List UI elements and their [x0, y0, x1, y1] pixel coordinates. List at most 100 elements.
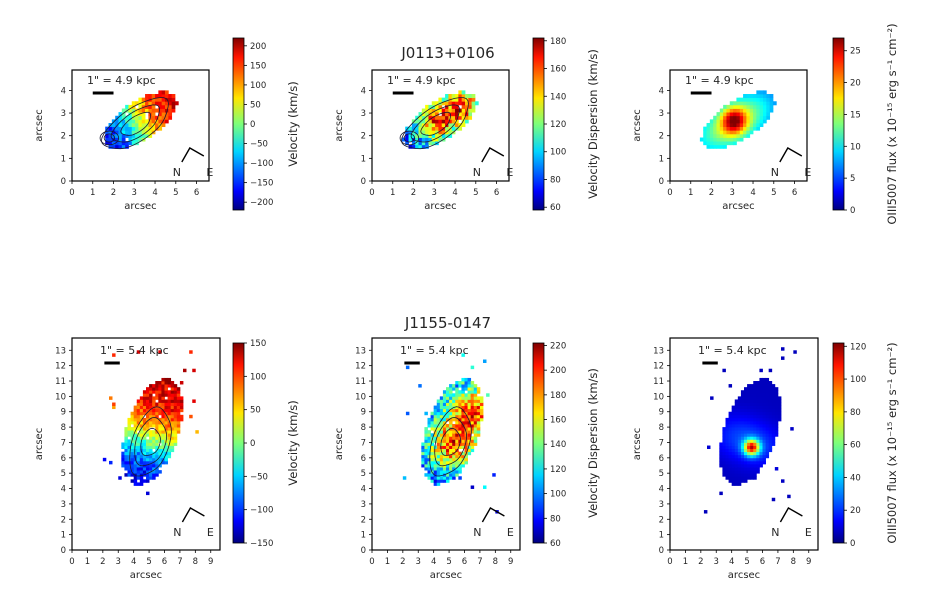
- heatmap-pixel: [753, 115, 757, 120]
- heatmap-pixel: [713, 123, 717, 128]
- heatmap-pixel: [430, 448, 435, 453]
- heatmap-pixel: [746, 112, 751, 117]
- heatmap-pixel: [740, 460, 745, 465]
- heatmap-pixel: [731, 436, 736, 440]
- heatmap-pixel: [127, 451, 131, 456]
- heatmap-pixel: [747, 390, 751, 394]
- heatmap-pixel: [452, 384, 456, 388]
- heatmap-pixel: [139, 454, 144, 459]
- heatmap-pixel: [736, 123, 741, 128]
- heatmap-pixel: [719, 454, 723, 459]
- heatmap-pixel: [145, 97, 149, 102]
- heatmap-pixel: [164, 454, 168, 459]
- y-tick-label: 12: [55, 362, 66, 372]
- heatmap-pixel: [115, 133, 119, 138]
- heatmap-pixel: [476, 402, 481, 406]
- heatmap-pixel: [139, 476, 144, 480]
- heatmap-pixel: [756, 451, 760, 456]
- heatmap-pixel: [458, 417, 462, 422]
- heatmap-pixel: [458, 451, 462, 456]
- heatmap-pixel: [734, 460, 739, 465]
- heatmap-pixel: [430, 414, 435, 419]
- heatmap-pixel: [109, 396, 113, 400]
- heatmap-pixel: [442, 393, 447, 397]
- heatmap-pixel: [418, 137, 423, 142]
- heatmap-pixel: [725, 460, 729, 465]
- heatmap-pixel: [729, 137, 734, 142]
- heatmap-pixel: [136, 420, 141, 425]
- heatmap-pixel: [139, 414, 144, 419]
- x-tick-label: 3: [714, 557, 719, 567]
- heatmap-pixel: [729, 108, 734, 113]
- colorbar-gradient: [232, 37, 245, 211]
- heatmap-pixel: [139, 408, 144, 413]
- heatmap-pixel: [438, 126, 443, 131]
- x-axis-label: arcsec: [722, 201, 754, 212]
- heatmap-pixel: [167, 399, 172, 403]
- heatmap-pixel: [743, 97, 747, 102]
- y-tick-label: 11: [55, 377, 66, 387]
- heatmap-pixel: [750, 430, 754, 434]
- heatmap-pixel: [723, 141, 727, 146]
- heatmap-pixel: [167, 448, 172, 453]
- heatmap-pixel: [461, 377, 465, 382]
- colorbar-tick-label: 80: [550, 175, 561, 185]
- heatmap-pixel: [476, 417, 481, 422]
- heatmap-pixel: [421, 448, 425, 453]
- heatmap-pixel: [127, 439, 131, 443]
- heatmap-pixel: [418, 130, 423, 135]
- heatmap-pixel: [446, 387, 450, 391]
- heatmap-pixel: [146, 387, 150, 391]
- heatmap-pixel: [161, 414, 165, 419]
- heatmap-pixel: [476, 399, 481, 403]
- heatmap-pixel: [170, 411, 175, 416]
- heatmap-pixel: [161, 112, 166, 117]
- heatmap-pixel: [781, 356, 785, 360]
- heatmap-pixel: [164, 377, 168, 382]
- y-axis-label: arcsec: [34, 428, 45, 460]
- heatmap-pixel: [719, 457, 723, 462]
- heatmap-pixel: [753, 112, 757, 117]
- heatmap-pixel: [433, 436, 438, 440]
- x-tick-label: 5: [744, 557, 749, 567]
- heatmap-pixel: [146, 420, 150, 425]
- heatmap-pixel: [737, 460, 742, 465]
- x-tick-label: 5: [473, 188, 478, 198]
- heatmap-pixel: [155, 94, 159, 99]
- heatmap-pixel: [756, 112, 761, 117]
- heatmap-pixel: [436, 402, 441, 406]
- heatmap-pixel: [719, 115, 724, 120]
- heatmap-pixel: [719, 451, 723, 456]
- heatmap-pixel: [131, 108, 136, 113]
- heatmap-pixel: [111, 144, 116, 149]
- heatmap-pixel: [470, 393, 475, 397]
- heatmap-pixel: [713, 119, 717, 124]
- heatmap-pixel: [750, 457, 754, 462]
- heatmap-pixel: [173, 387, 178, 391]
- heatmap-pixel: [479, 417, 484, 422]
- heatmap-pixel: [449, 454, 453, 459]
- heatmap-pixel: [452, 417, 456, 422]
- heatmap-pixel: [765, 436, 770, 440]
- heatmap-pixel: [743, 94, 747, 99]
- contour-level-3: [120, 111, 152, 136]
- heatmap-pixel: [458, 402, 462, 406]
- heatmap-pixel: [716, 133, 721, 138]
- heatmap-pixel: [441, 97, 446, 102]
- heatmap-pixel: [155, 454, 159, 459]
- heatmap-pixel: [728, 442, 733, 446]
- heatmap-pixel: [762, 112, 767, 117]
- heatmap-pixel: [768, 439, 773, 443]
- heatmap-pixel: [765, 414, 770, 419]
- heatmap-pixel: [733, 130, 737, 135]
- heatmap-pixel: [455, 112, 459, 117]
- heatmap-pixel: [756, 393, 760, 397]
- heatmap-pixel: [133, 460, 138, 465]
- heatmap-pixel: [768, 408, 773, 413]
- heatmap-pixel: [744, 445, 748, 450]
- heatmap-pixel: [759, 381, 763, 385]
- heatmap-pixel: [470, 436, 475, 440]
- heatmap-pixel: [762, 390, 766, 394]
- heatmap-pixel: [479, 396, 484, 400]
